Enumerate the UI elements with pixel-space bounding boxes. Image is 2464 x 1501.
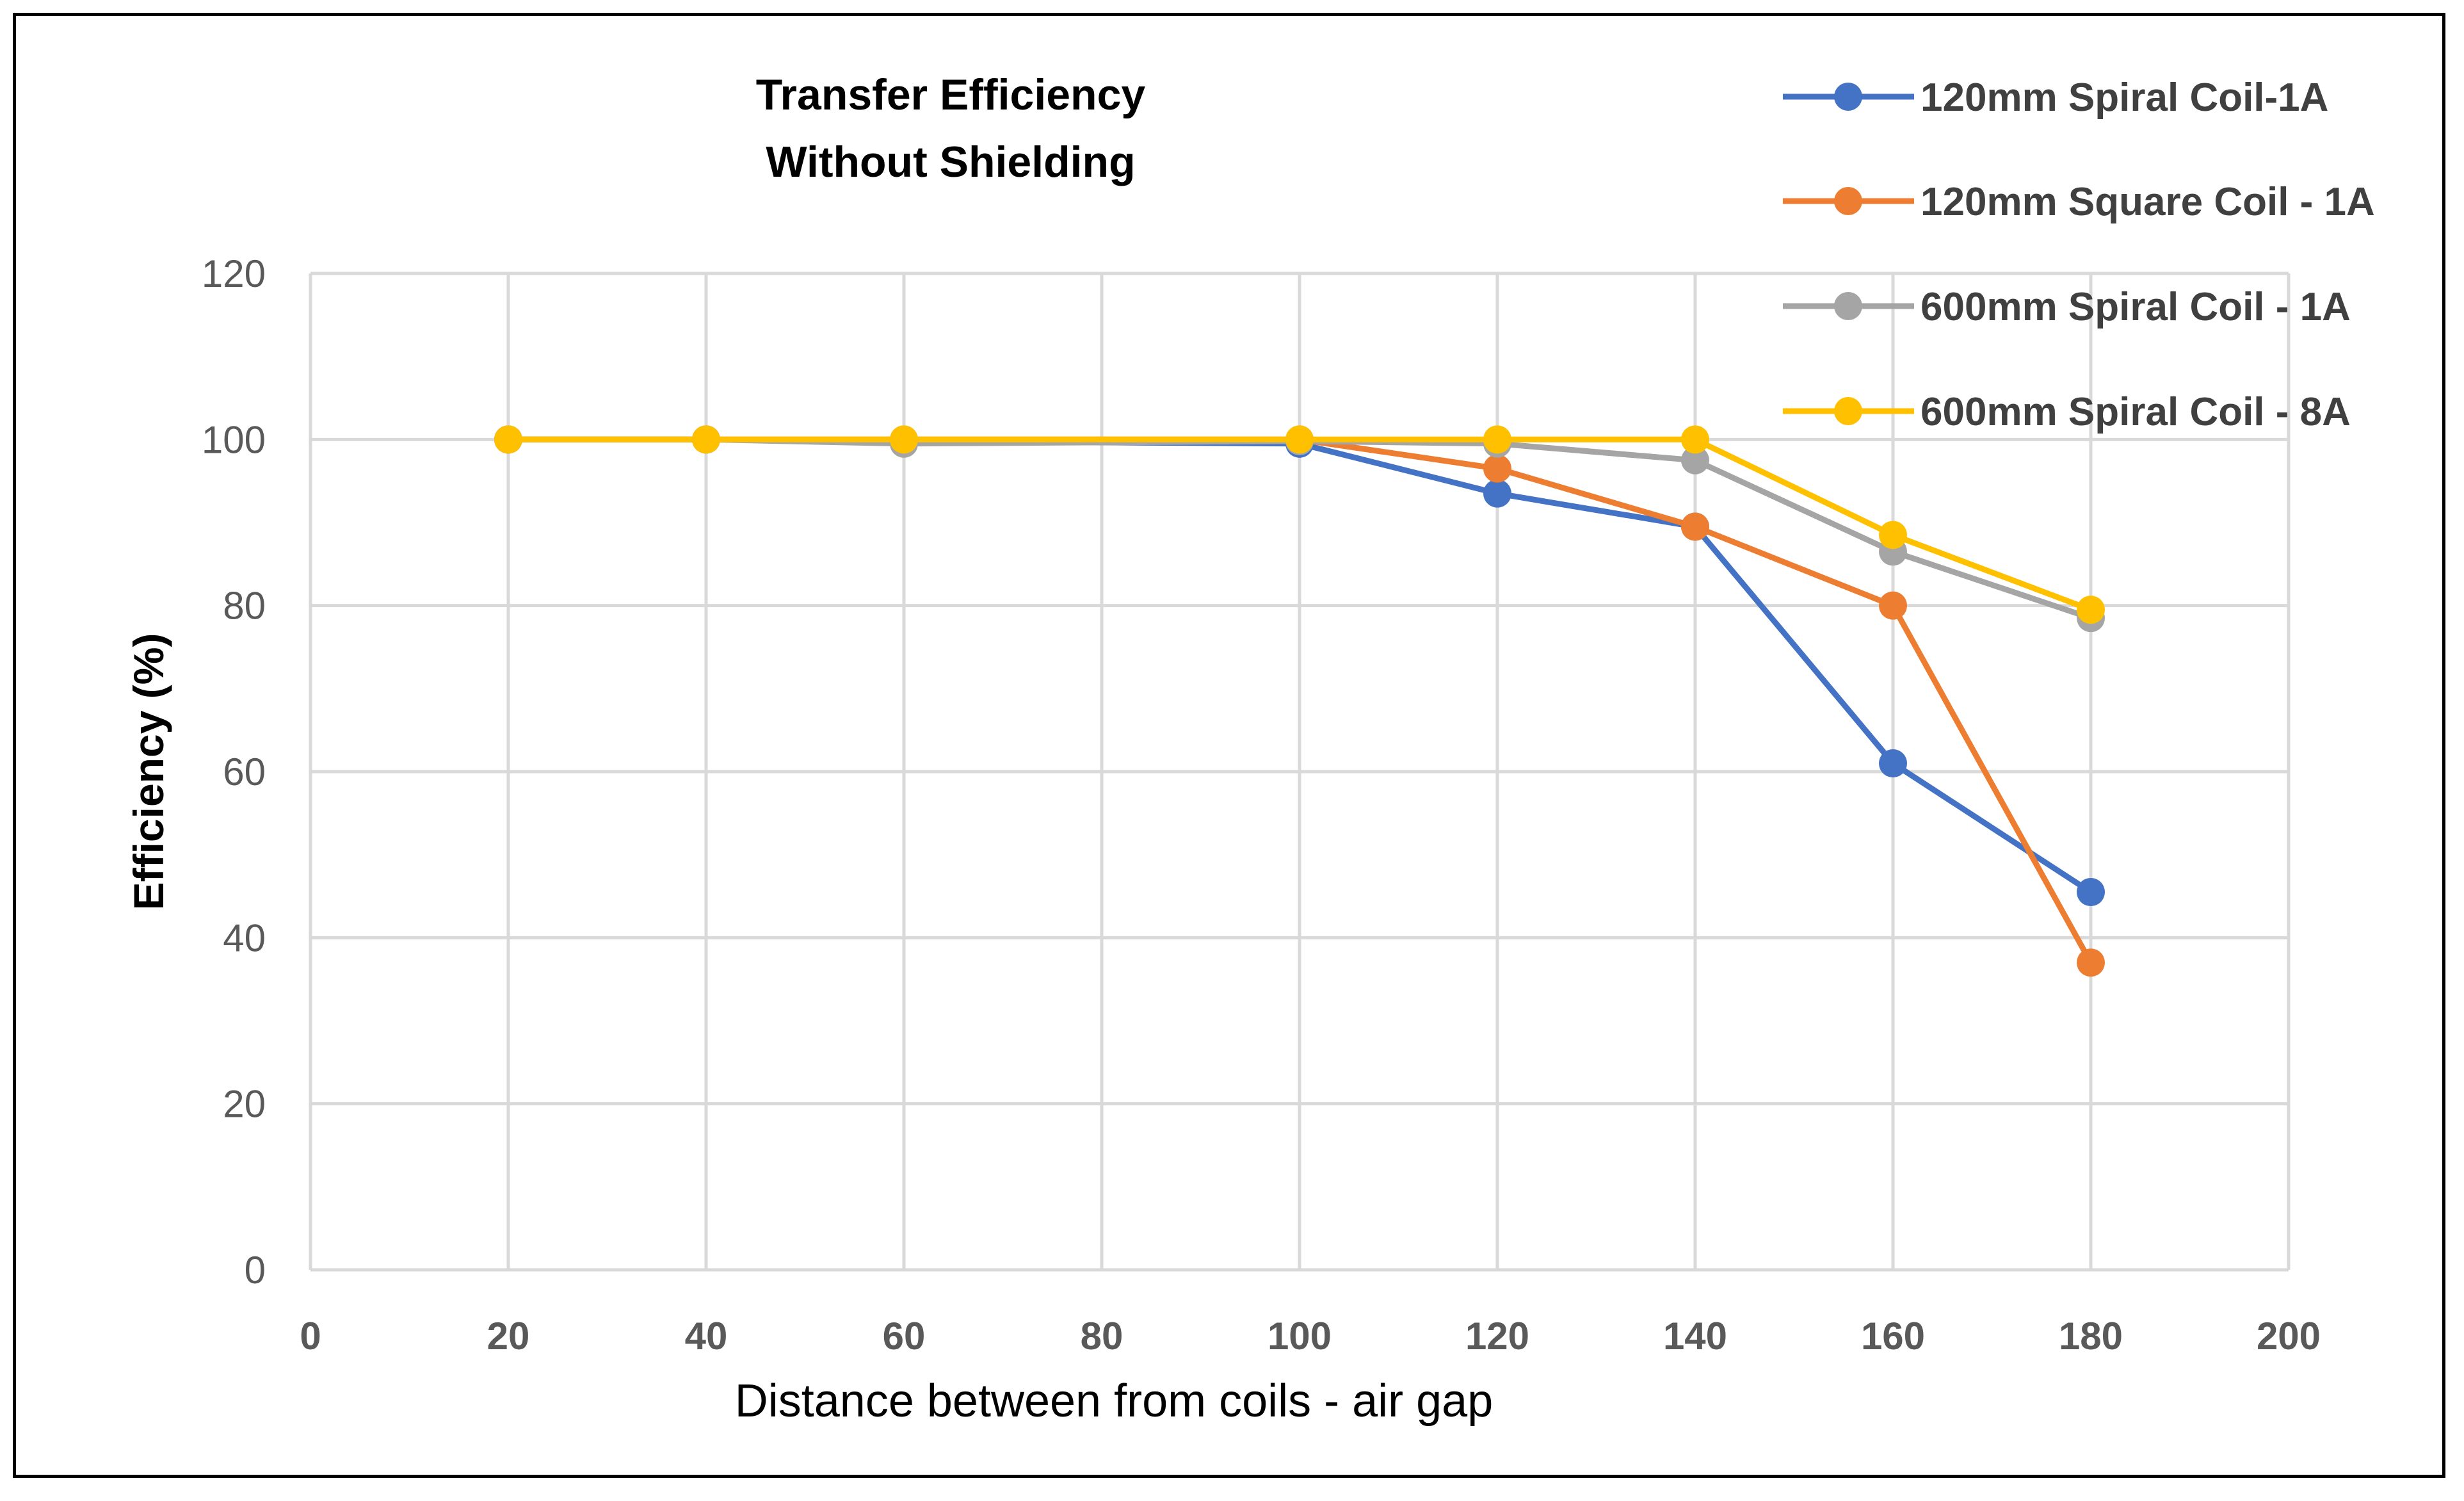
legend-item: 600mm Spiral Coil - 1A — [1783, 285, 2351, 329]
x-tick-label: 80 — [1081, 1315, 1123, 1358]
data-point — [1681, 512, 1709, 541]
x-tick-label: 140 — [1663, 1315, 1727, 1358]
legend-label: 600mm Spiral Coil - 1A — [1920, 285, 2351, 329]
series-layer — [494, 425, 2105, 977]
legend-label: 600mm Spiral Coil - 8A — [1920, 390, 2351, 434]
data-point — [1879, 521, 1907, 549]
x-tick-label: 40 — [685, 1315, 728, 1358]
x-tick-label: 60 — [883, 1315, 926, 1358]
data-point — [1879, 749, 1907, 778]
legend-marker — [1834, 397, 1862, 425]
x-tick-label: 180 — [2059, 1315, 2123, 1358]
data-point — [2077, 596, 2105, 624]
y-tick-label: 40 — [223, 916, 266, 959]
data-point — [1483, 454, 1511, 483]
chart-canvas: 0 20 40 60 80 100 120 0 20 40 60 80 100 120 140 160 180 2… — [125, 70, 2375, 1427]
x-tick-label: 100 — [1268, 1315, 1332, 1358]
data-point — [1879, 591, 1907, 620]
chart-title-line-2: Without Shielding — [766, 138, 1135, 186]
y-tick-label: 20 — [223, 1083, 266, 1126]
legend-item: 600mm Spiral Coil - 8A — [1783, 390, 2351, 434]
series-4 — [494, 425, 2105, 624]
x-tick-label: 120 — [1465, 1315, 1529, 1358]
legend-label: 120mm Square Coil - 1A — [1920, 180, 2375, 224]
data-point — [1285, 425, 1314, 454]
y-tick-label: 120 — [202, 252, 266, 295]
legend-marker — [1834, 83, 1862, 111]
legend-marker — [1834, 187, 1862, 215]
x-tick-label: 200 — [2257, 1315, 2321, 1358]
y-tick-label: 100 — [202, 418, 266, 461]
data-point — [1483, 425, 1511, 454]
legend-label: 120mm Spiral Coil-1A — [1920, 76, 2328, 120]
y-tick-label: 60 — [223, 750, 266, 793]
x-tick-label: 0 — [300, 1315, 321, 1358]
legend: 120mm Spiral Coil-1A 120mm Square Coil - … — [1783, 76, 2375, 434]
data-point — [2077, 948, 2105, 977]
data-point — [1681, 446, 1709, 475]
data-point — [1681, 425, 1709, 454]
y-tick-label: 0 — [245, 1249, 266, 1292]
x-tick-label: 160 — [1861, 1315, 1925, 1358]
chart-title-line-1: Transfer Efficiency — [756, 70, 1146, 119]
data-point — [890, 425, 918, 454]
data-point — [494, 425, 522, 454]
x-tick-label: 20 — [487, 1315, 530, 1358]
y-tick-label: 80 — [223, 585, 266, 628]
series-line — [508, 436, 2092, 613]
data-point — [1483, 479, 1511, 508]
legend-item: 120mm Square Coil - 1A — [1783, 180, 2375, 224]
y-axis-label: Efficiency (%) — [125, 633, 172, 911]
data-point — [692, 425, 720, 454]
data-point — [2077, 878, 2105, 907]
x-axis-label: Distance between from coils - air gap — [735, 1375, 1494, 1427]
tick-labels: 0 20 40 60 80 100 120 0 20 40 60 80 100 120 140 160 180 2… — [202, 252, 2321, 1358]
legend-item: 120mm Spiral Coil-1A — [1783, 76, 2328, 120]
legend-marker — [1834, 292, 1862, 320]
chart-frame: 0 20 40 60 80 100 120 0 20 40 60 80 100 120 140 160 180 2… — [13, 13, 2445, 1478]
